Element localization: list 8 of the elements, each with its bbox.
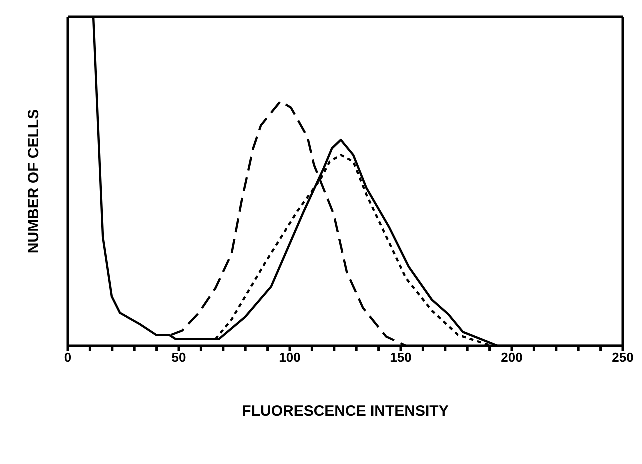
- x-tick-label: 0: [64, 350, 72, 366]
- x-tick-label: 250: [612, 350, 634, 366]
- y-axis-title: NUMBER OF CELLS: [25, 109, 42, 254]
- x-tick-label: 150: [390, 350, 412, 366]
- x-tick-label: 200: [501, 350, 523, 366]
- x-axis-title: FLUORESCENCE INTENSITY: [242, 403, 449, 420]
- x-tick-label: 50: [172, 350, 186, 366]
- x-tick-label: 100: [279, 350, 301, 366]
